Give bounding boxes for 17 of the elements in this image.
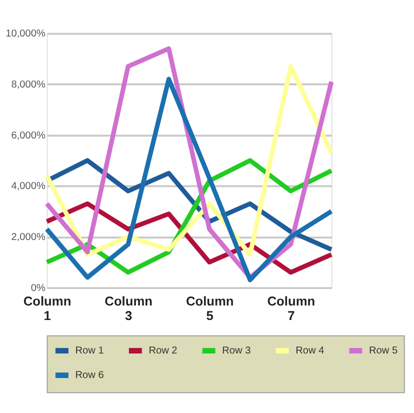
legend-label: Row 6: [75, 370, 104, 382]
y-tick-label: 6,000%: [11, 130, 46, 142]
legend-label: Row 5: [369, 345, 398, 356]
legend-label: Row 3: [222, 345, 252, 356]
x-tick-label: Column 5: [186, 294, 234, 324]
y-tick-label: 0%: [30, 282, 46, 294]
y-tick-label: 4,000%: [11, 181, 46, 192]
x-tick-label: Column 1: [23, 294, 72, 324]
y-tick-label: 10,000%: [6, 28, 46, 40]
x-tick-label: Column 3: [104, 294, 153, 324]
legend-label: Row 4: [296, 345, 325, 356]
y-tick-label: 8,000%: [11, 79, 46, 90]
legend-label: Row 1: [75, 345, 104, 356]
legend-label: Row 2: [148, 345, 178, 356]
line-series: [44, 64, 334, 257]
y-tick-label: 2,000%: [11, 232, 46, 243]
x-tick-label: Column 7: [267, 294, 316, 324]
